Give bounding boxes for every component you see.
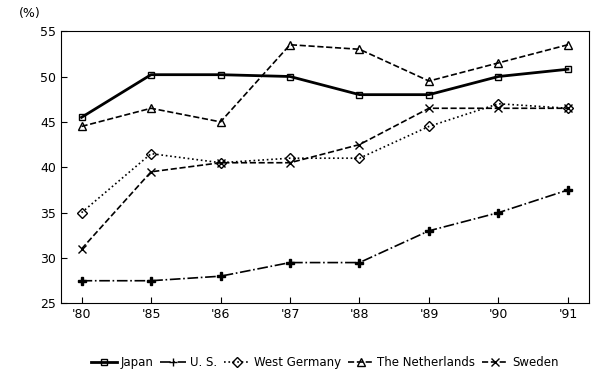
- Legend: Japan, U. S., West Germany, The Netherlands, Sweden: Japan, U. S., West Germany, The Netherla…: [86, 351, 563, 374]
- Text: (%): (%): [18, 7, 40, 20]
